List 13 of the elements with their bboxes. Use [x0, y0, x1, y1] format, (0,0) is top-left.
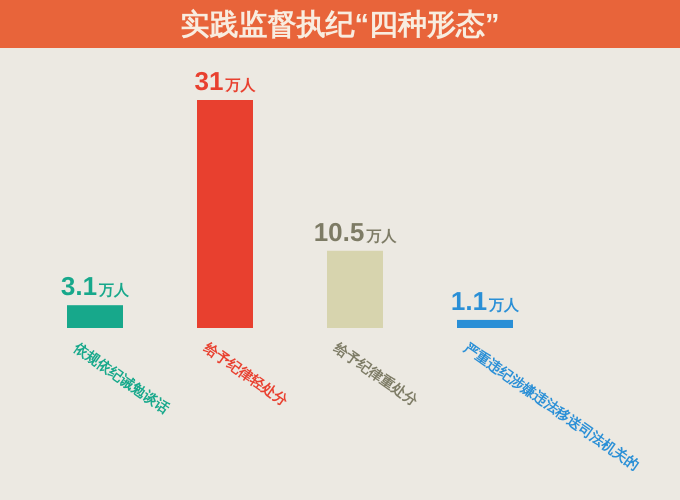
- x-tick-label: 给予纪律重处分: [330, 338, 422, 410]
- data-label: 3.1万人: [60, 271, 130, 302]
- x-tick-label: 严重违纪涉嫌违法移送司法机关的: [460, 338, 642, 473]
- x-tick-label: 依规依纪诫勉谈话: [70, 338, 172, 417]
- bar: [457, 320, 513, 328]
- bar: [197, 100, 253, 328]
- data-label: 1.1万人: [450, 286, 520, 316]
- data-label: 10.5万人: [314, 216, 398, 247]
- x-tick-label: 给予纪律轻处分: [200, 338, 292, 410]
- bar: [67, 305, 123, 328]
- chart-title: 实践监督执纪“四种形态”: [180, 8, 500, 41]
- bar: [327, 250, 383, 328]
- data-label: 31万人: [194, 66, 256, 96]
